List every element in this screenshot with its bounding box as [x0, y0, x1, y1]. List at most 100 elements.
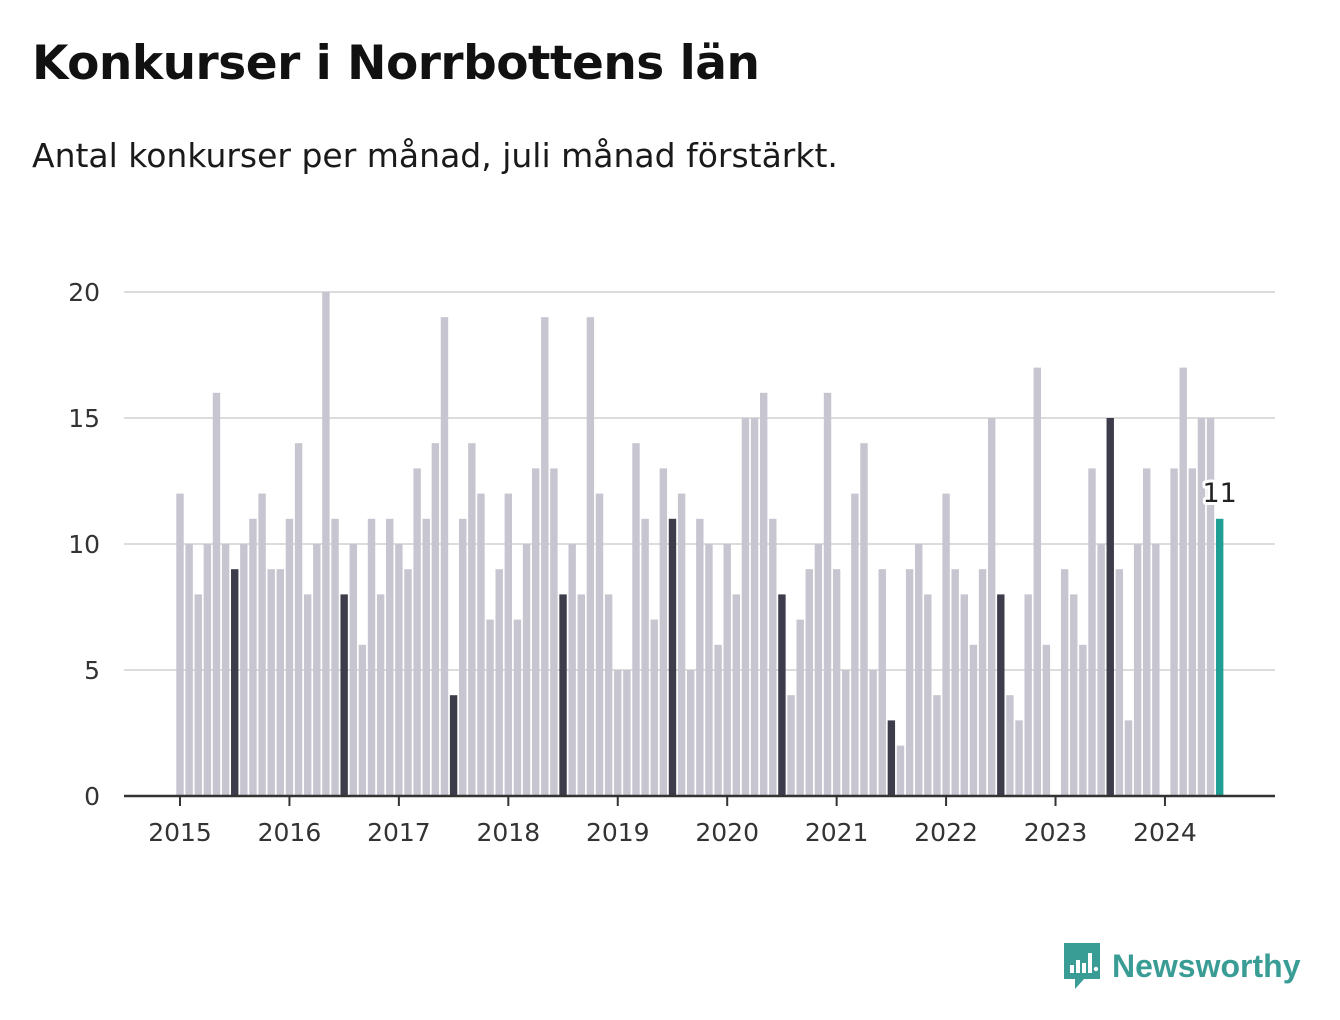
bar	[1188, 468, 1197, 796]
x-tick-label: 2024	[1133, 818, 1197, 847]
bar	[203, 544, 212, 796]
bar	[577, 594, 585, 796]
bar	[249, 518, 257, 796]
newsworthy-logo-icon	[1064, 943, 1100, 989]
bar	[376, 594, 385, 796]
bar	[1106, 418, 1114, 796]
bar	[723, 544, 731, 796]
bar	[1015, 720, 1023, 796]
bar	[978, 569, 987, 796]
bar	[832, 569, 841, 796]
brand-name: Newsworthy	[1112, 947, 1301, 984]
y-tick-label: 0	[84, 782, 100, 811]
bar	[531, 468, 540, 796]
bar	[231, 569, 239, 796]
bar	[504, 493, 513, 796]
bar	[1033, 367, 1041, 796]
bar	[1042, 644, 1051, 796]
bar	[541, 317, 549, 796]
bar	[951, 569, 959, 796]
bar	[459, 518, 467, 796]
x-tick-label: 2022	[914, 818, 978, 847]
bar	[787, 695, 795, 796]
bar	[778, 594, 786, 796]
bar	[796, 619, 804, 796]
bar	[1133, 544, 1142, 796]
bar	[1143, 468, 1151, 796]
x-tick-label: 2016	[258, 818, 322, 847]
y-tick-label: 20	[68, 278, 100, 307]
x-tick-label: 2020	[695, 818, 759, 847]
x-tick-label: 2017	[367, 818, 431, 847]
bar	[422, 518, 430, 796]
bar	[851, 493, 859, 796]
bar	[486, 619, 494, 796]
bar	[987, 418, 996, 796]
bar	[823, 392, 832, 796]
bar	[1206, 418, 1215, 796]
bar	[395, 544, 403, 796]
bar	[212, 392, 221, 796]
bar	[969, 644, 978, 796]
bar	[732, 594, 741, 796]
bar	[404, 569, 412, 796]
bar	[1115, 569, 1124, 796]
annotation: 11	[1200, 475, 1240, 512]
bar	[495, 569, 503, 796]
bar	[440, 317, 449, 796]
bar-chart: 0 5 10 15 20 2015 2016 2017 2018 2019 2020 2021 202…	[68, 278, 1275, 847]
bar	[915, 544, 923, 796]
bar	[568, 544, 576, 796]
bar	[322, 292, 330, 796]
bar	[1215, 518, 1224, 796]
bar	[814, 544, 823, 796]
bar	[750, 418, 759, 796]
bar	[194, 594, 202, 796]
bar	[1060, 569, 1069, 796]
bar	[595, 493, 604, 796]
bar	[1097, 544, 1105, 796]
bar	[924, 594, 932, 796]
bar	[641, 518, 649, 796]
bar	[267, 569, 275, 796]
bar	[960, 594, 969, 796]
bar	[586, 317, 595, 796]
bar	[386, 518, 394, 796]
bar	[623, 670, 631, 796]
bar	[240, 544, 248, 796]
bar	[741, 418, 750, 796]
bar	[632, 443, 640, 796]
bar	[805, 569, 813, 796]
bar	[905, 569, 914, 796]
bar	[1088, 468, 1096, 796]
bar	[714, 644, 722, 796]
bar	[650, 619, 658, 796]
bar	[878, 569, 886, 796]
bar	[869, 670, 877, 796]
bar	[185, 544, 193, 796]
bar	[221, 544, 230, 796]
x-tick-label: 2015	[148, 818, 212, 847]
x-axis: 2015 2016 2017 2018 2019 2020 2021 2022 2023 2024	[124, 794, 1275, 847]
chart-title: Konkurser i Norrbottens län	[32, 36, 760, 91]
bar	[887, 720, 896, 796]
chart-subtitle: Antal konkurser per månad, juli månad fö…	[32, 136, 838, 175]
bar	[1152, 544, 1160, 796]
bar	[1124, 720, 1133, 796]
bar	[842, 670, 850, 796]
bar	[759, 392, 768, 796]
bar	[285, 518, 294, 796]
brand-logo: Newsworthy	[1062, 940, 1300, 992]
y-tick-label: 10	[68, 530, 100, 559]
bar	[696, 518, 704, 796]
bar	[933, 695, 941, 796]
x-tick-label: 2018	[477, 818, 541, 847]
bar	[1179, 367, 1187, 796]
bar	[705, 544, 713, 796]
bar	[614, 670, 622, 796]
bar	[550, 468, 558, 796]
bar	[313, 544, 321, 796]
bar	[860, 443, 868, 796]
bar	[468, 443, 476, 796]
x-tick-label: 2023	[1024, 818, 1088, 847]
